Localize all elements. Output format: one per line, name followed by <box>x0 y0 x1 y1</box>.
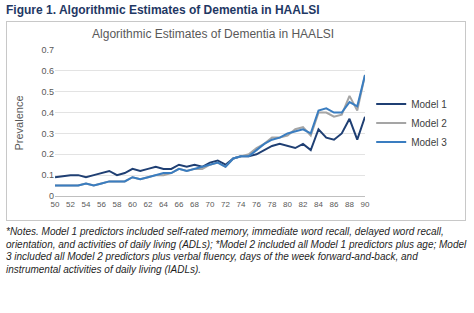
svg-text:0.3: 0.3 <box>41 129 54 139</box>
svg-text:58: 58 <box>113 200 122 209</box>
svg-text:74: 74 <box>237 200 246 209</box>
svg-text:64: 64 <box>159 200 168 209</box>
svg-text:68: 68 <box>190 200 199 209</box>
svg-text:88: 88 <box>345 200 354 209</box>
svg-text:54: 54 <box>82 200 91 209</box>
svg-text:0.5: 0.5 <box>41 87 54 97</box>
svg-text:0.2: 0.2 <box>41 149 54 159</box>
svg-text:50: 50 <box>51 200 60 209</box>
svg-text:62: 62 <box>144 200 153 209</box>
svg-text:70: 70 <box>206 200 215 209</box>
html-text:*Notes. Model 1 predictors inc: *Notes. Model 1 predictors included self… <box>6 226 467 275</box>
svg-text:0.1: 0.1 <box>41 170 54 180</box>
svg-text:0.7: 0.7 <box>41 45 54 55</box>
svg-text:0.6: 0.6 <box>41 66 54 76</box>
svg-text:52: 52 <box>66 200 75 209</box>
html-text:Figure 1. Algorithmic Estimate: Figure 1. Algorithmic Estimates of Demen… <box>6 3 320 17</box>
svg-text:90: 90 <box>361 200 370 209</box>
svg-text:80: 80 <box>283 200 292 209</box>
svg-text:Prevalence: Prevalence <box>13 95 25 150</box>
svg-text:84: 84 <box>314 200 323 209</box>
svg-text:78: 78 <box>268 200 277 209</box>
svg-text:Model 2: Model 2 <box>411 118 447 129</box>
svg-text:72: 72 <box>221 200 230 209</box>
svg-text:66: 66 <box>175 200 184 209</box>
svg-text:Algorithmic Estimates of Demen: Algorithmic Estimates of Dementia in HAA… <box>92 27 334 41</box>
svg-text:82: 82 <box>299 200 308 209</box>
svg-text:60: 60 <box>128 200 137 209</box>
svg-text:Model 3: Model 3 <box>411 137 447 148</box>
svg-text:56: 56 <box>97 200 106 209</box>
svg-text:0: 0 <box>49 191 54 201</box>
svg-text:0.4: 0.4 <box>41 108 54 118</box>
svg-text:Model 1: Model 1 <box>411 99 447 110</box>
svg-text:86: 86 <box>330 200 339 209</box>
svg-text:76: 76 <box>252 200 261 209</box>
